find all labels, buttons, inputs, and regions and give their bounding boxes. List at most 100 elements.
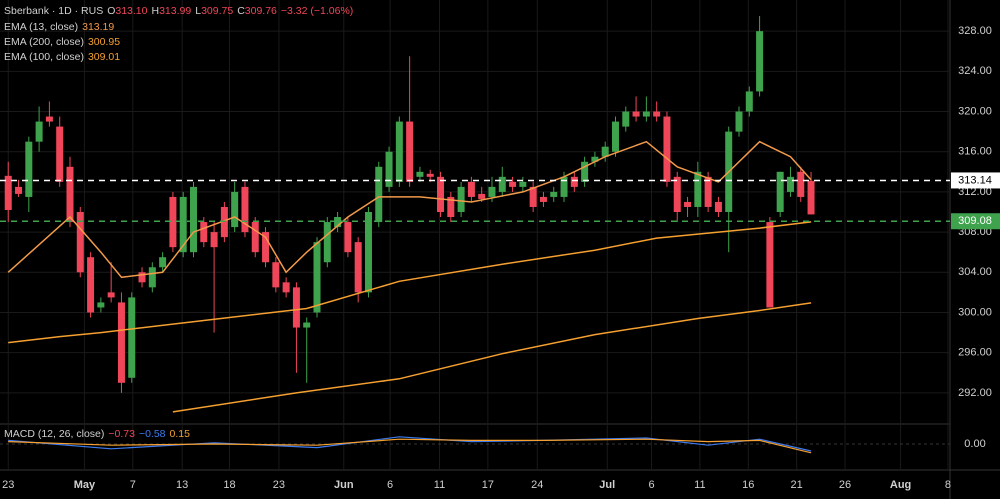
candle-body	[292, 287, 300, 328]
candle-body	[87, 257, 95, 313]
header: Sberbank · 1D · RUS O313.10 H313.99 L309.75…	[4, 5, 353, 17]
candle-body	[189, 186, 197, 253]
x-tick-label: 11	[694, 479, 705, 491]
candle-body	[601, 146, 609, 157]
candle-body	[550, 191, 558, 197]
legend-name: EMA (100, close)	[4, 51, 84, 63]
candle-body	[807, 180, 815, 215]
x-tick-label: Jul	[599, 479, 615, 491]
candle-body	[231, 191, 239, 228]
ema-line	[7, 140, 812, 279]
candle-body	[745, 91, 753, 112]
legend-value: 313.19	[82, 21, 114, 33]
candle-body	[4, 175, 12, 210]
y-tick-label: 312.00	[958, 186, 992, 198]
x-tick-label: 24	[531, 479, 543, 491]
ohlc-value: 313.99	[159, 5, 191, 17]
candle-body	[128, 297, 136, 378]
candle-body	[313, 242, 321, 313]
candle-body	[498, 176, 506, 192]
candle-body	[776, 171, 784, 212]
x-tick-label: 11	[434, 479, 445, 491]
x-tick-label: 6	[648, 479, 654, 491]
candle-body	[179, 196, 187, 253]
candle-body	[653, 111, 661, 117]
candle-body	[354, 242, 362, 293]
symbol: Sberbank · 1D · RUS	[4, 5, 103, 17]
candle-body	[241, 186, 249, 233]
candle-body	[210, 232, 218, 248]
candle-body	[251, 222, 259, 253]
candle-body	[159, 257, 167, 268]
candle-body	[488, 186, 496, 197]
candle-body	[45, 116, 53, 122]
candle-body	[416, 171, 424, 177]
y-tick-label: 316.00	[958, 146, 992, 158]
candle-body	[385, 151, 393, 187]
y-tick-label: 320.00	[958, 105, 992, 117]
candle-body	[344, 222, 352, 253]
candle-body	[107, 292, 115, 298]
candle-body	[673, 176, 681, 212]
candle-body	[467, 181, 475, 197]
price-badge	[951, 172, 1000, 189]
y-tick-label: 296.00	[958, 347, 992, 359]
legend-entry: EMA (100, close) 309.01	[4, 51, 120, 63]
x-tick-label: May	[74, 479, 96, 491]
candle-body	[632, 111, 640, 117]
x-tick-label: 13	[176, 479, 188, 491]
candle-body	[15, 186, 23, 194]
ema-line	[8, 221, 812, 344]
candle-body	[570, 176, 578, 187]
candle-body	[97, 302, 105, 308]
candle-body	[684, 201, 692, 207]
x-tick-label: 8	[945, 479, 951, 491]
candle-body	[364, 212, 372, 293]
x-tick-label: 23	[273, 479, 285, 491]
candle-body	[642, 111, 650, 117]
candle-body	[560, 176, 568, 197]
candle-body	[509, 181, 517, 187]
ohlc-label: C	[237, 5, 245, 17]
candle-body	[138, 272, 146, 283]
x-tick-label: 7	[130, 479, 136, 491]
candle-body	[76, 212, 84, 273]
candle-body	[539, 196, 547, 202]
candle-body	[117, 302, 125, 383]
candle-body	[591, 156, 599, 162]
macd-title: MACD (12, 26, close)	[4, 428, 104, 440]
candle-body	[282, 282, 290, 293]
candle-body	[663, 116, 671, 182]
candle-body	[519, 181, 527, 187]
x-tick-label: 21	[791, 479, 803, 491]
candle-body	[714, 201, 722, 212]
ohlc-label: O	[107, 5, 115, 17]
x-tick-label: 26	[839, 479, 851, 491]
ohlc-value: 313.10	[115, 5, 147, 17]
candle-body	[406, 121, 414, 182]
candle-body	[66, 166, 74, 223]
candle-body	[262, 232, 270, 263]
macd-readout: 0.15	[170, 428, 191, 440]
candle-body	[220, 206, 228, 238]
candle-body	[786, 176, 794, 192]
candle-body	[56, 126, 64, 182]
x-tick-label: 6	[387, 479, 393, 491]
legend-name: EMA (13, close)	[4, 21, 78, 33]
y-tick-label: 328.00	[958, 25, 992, 37]
candle-body	[797, 171, 805, 197]
candle-body	[35, 121, 43, 142]
candle-body	[334, 217, 342, 228]
candle-body	[622, 111, 630, 127]
ohlc-value: 309.76	[245, 5, 277, 17]
legend-value: 309.01	[88, 51, 120, 63]
price-label: 313.14	[958, 174, 992, 186]
candle-body	[169, 196, 177, 248]
macd-legend: MACD (12, 26, close) −0.73 −0.58 0.15	[4, 428, 190, 440]
y-tick-label: 324.00	[958, 65, 992, 77]
candle-body	[375, 166, 383, 223]
candle-body	[756, 31, 764, 92]
ohlc-label: H	[152, 5, 160, 17]
x-tick-label: 23	[2, 479, 14, 491]
